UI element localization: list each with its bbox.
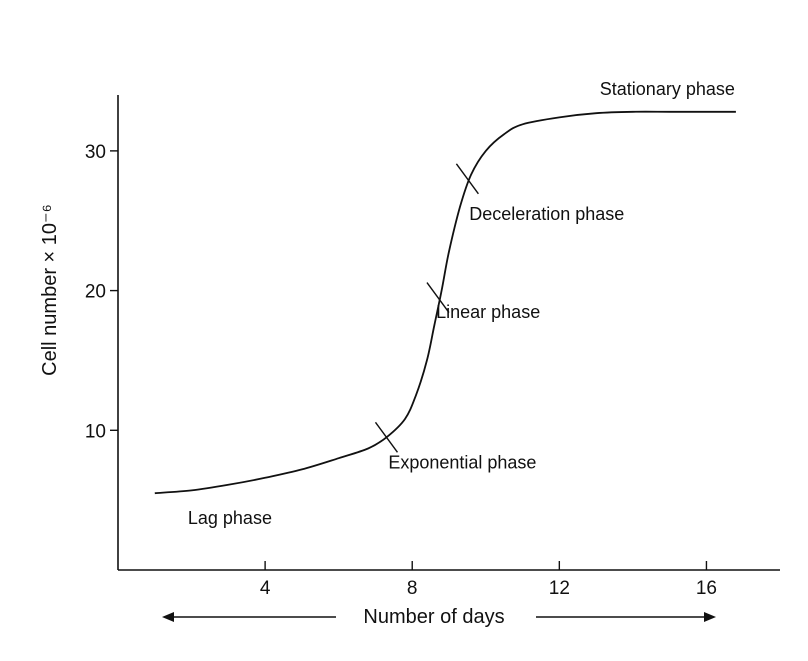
x-tick-label-8: 8 xyxy=(407,578,418,599)
x-tick-label-4: 4 xyxy=(260,578,271,599)
phase-label-lag-phase: Lag phase xyxy=(188,508,272,528)
phase-boundary-mark-exponential-phase xyxy=(374,421,399,453)
x-tick-label-16: 16 xyxy=(696,578,717,599)
x-axis-arrow-right-head xyxy=(704,612,716,622)
x-tick-label-12: 12 xyxy=(549,578,570,599)
y-tick-label-30: 30 xyxy=(85,142,106,163)
x-axis-title-group: Number of days xyxy=(162,606,716,628)
x-ticks: 4 8 12 16 xyxy=(260,561,717,599)
phase-label-exponential-phase: Exponential phase xyxy=(388,453,536,473)
phase-boundary-mark-deceleration-phase xyxy=(455,163,479,195)
phase-label-linear-phase: Linear phase xyxy=(436,302,540,322)
x-axis-arrow-left-head xyxy=(162,612,174,622)
y-tick-label-10: 10 xyxy=(85,421,106,442)
phase-marks xyxy=(374,163,479,453)
phase-label-deceleration-phase: Deceleration phase xyxy=(469,204,624,224)
y-axis-title: Cell number × 10⁻⁶ xyxy=(39,204,61,376)
growth-curve-line xyxy=(154,110,736,495)
phase-boundary-mark-linear-phase xyxy=(426,282,450,313)
y-tick-label-20: 20 xyxy=(85,282,106,303)
phase-labels: Lag phase Exponential phase Linear phase De… xyxy=(188,79,735,528)
y-ticks: 10 20 30 xyxy=(85,142,118,442)
phase-label-stationary-phase: Stationary phase xyxy=(600,79,735,99)
x-axis-title: Number of days xyxy=(363,606,504,628)
